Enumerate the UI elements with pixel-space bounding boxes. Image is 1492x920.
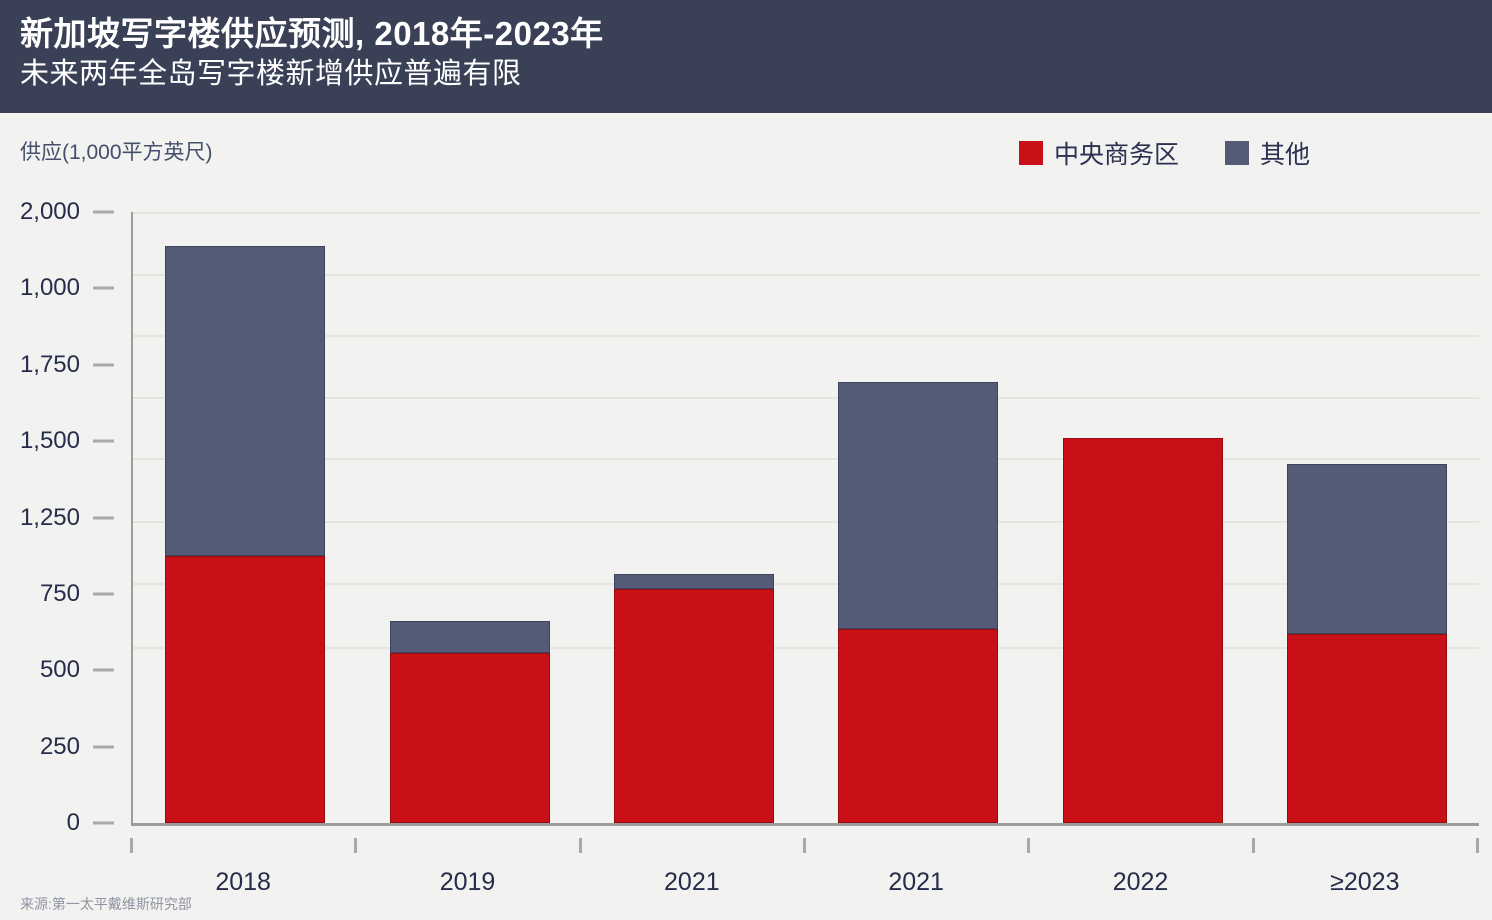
chart-subtitle: 未来两年全岛写字楼新增供应普遍有限	[20, 58, 522, 90]
x-tick-label: 2021	[888, 868, 944, 896]
y-tick-mark	[93, 516, 114, 519]
chart-header: 新加坡写字楼供应预测, 2018年-2023年 未来两年全岛写字楼新增供应普遍有…	[0, 0, 1492, 113]
bar-segment-others[interactable]	[389, 621, 550, 653]
x-tick-label: 2021	[664, 868, 720, 896]
x-tick-mark	[1476, 838, 1479, 853]
bar-2018[interactable]	[165, 246, 326, 823]
gridline	[133, 212, 1479, 214]
y-tick-mark	[93, 668, 114, 672]
bar-segment-cbd[interactable]	[1062, 438, 1223, 823]
y-axis-unit-label: 供应(1,000平方英尺)	[20, 141, 213, 164]
bar-2021[interactable]	[613, 574, 774, 823]
y-tick-mark	[93, 363, 114, 367]
bar-2021[interactable]	[838, 382, 999, 823]
x-tick-mark	[578, 838, 582, 853]
y-tick-mark	[93, 210, 114, 214]
x-tick-label: ≥2023	[1330, 868, 1400, 896]
bar-≥2023[interactable]	[1286, 464, 1447, 823]
legend: 中央商务区 其他	[1018, 135, 1310, 171]
y-tick-label: 500	[39, 656, 80, 684]
y-tick-label: 0	[66, 809, 80, 836]
gridline	[133, 583, 1479, 585]
y-tick-label: 1,250	[19, 503, 80, 531]
bar-2019[interactable]	[389, 621, 550, 823]
gridline	[133, 521, 1479, 523]
y-tick-mark	[93, 439, 114, 443]
y-tick-label: 250	[39, 732, 80, 760]
plot-area	[131, 212, 1479, 826]
legend-item-cbd[interactable]: 中央商务区	[1018, 135, 1179, 171]
bar-segment-others[interactable]	[613, 574, 774, 589]
y-tick-label: 1,500	[19, 427, 80, 455]
gridline	[133, 458, 1479, 460]
legend-label: 中央商务区	[1053, 141, 1179, 169]
x-tick-mark	[803, 838, 806, 853]
bar-segment-cbd[interactable]	[165, 556, 326, 823]
gridline	[133, 274, 1479, 276]
y-tick-mark	[93, 821, 114, 825]
bar-2022[interactable]	[1062, 438, 1223, 823]
y-tick-label: 750	[39, 579, 80, 607]
x-tick-mark	[354, 838, 358, 853]
x-tick-mark	[1251, 838, 1255, 853]
y-tick-mark	[93, 745, 114, 749]
bar-segment-cbd[interactable]	[838, 629, 999, 823]
bar-segment-cbd[interactable]	[613, 589, 774, 823]
x-tick-label: 2019	[439, 868, 496, 896]
gridline	[133, 397, 1479, 399]
gridline	[133, 647, 1479, 649]
gridline	[133, 335, 1479, 337]
x-tick-label: 2022	[1112, 868, 1169, 896]
chart-title: 新加坡写字楼供应预测, 2018年-2023年	[20, 15, 604, 52]
bar-segment-others[interactable]	[1286, 464, 1447, 634]
y-tick-label: 1,750	[19, 350, 80, 378]
bar-segment-cbd[interactable]	[1286, 634, 1447, 823]
source-note: 来源:第一太平戴维斯研究部	[20, 896, 192, 912]
legend-swatch-icon	[1224, 141, 1249, 165]
x-tick-mark	[130, 838, 133, 853]
y-tick-label: 2,000	[19, 198, 80, 225]
bar-segment-cbd[interactable]	[389, 653, 550, 823]
bar-segment-others[interactable]	[165, 246, 326, 556]
y-tick-mark	[93, 592, 114, 596]
legend-label: 其他	[1259, 141, 1310, 169]
y-tick-label: 1,000	[19, 274, 80, 302]
y-tick-mark	[93, 286, 114, 290]
x-tick-label: 2018	[215, 868, 271, 896]
legend-swatch-icon	[1018, 141, 1043, 165]
bar-segment-others[interactable]	[838, 382, 999, 629]
x-tick-mark	[1027, 838, 1031, 853]
legend-item-others[interactable]: 其他	[1224, 135, 1310, 171]
